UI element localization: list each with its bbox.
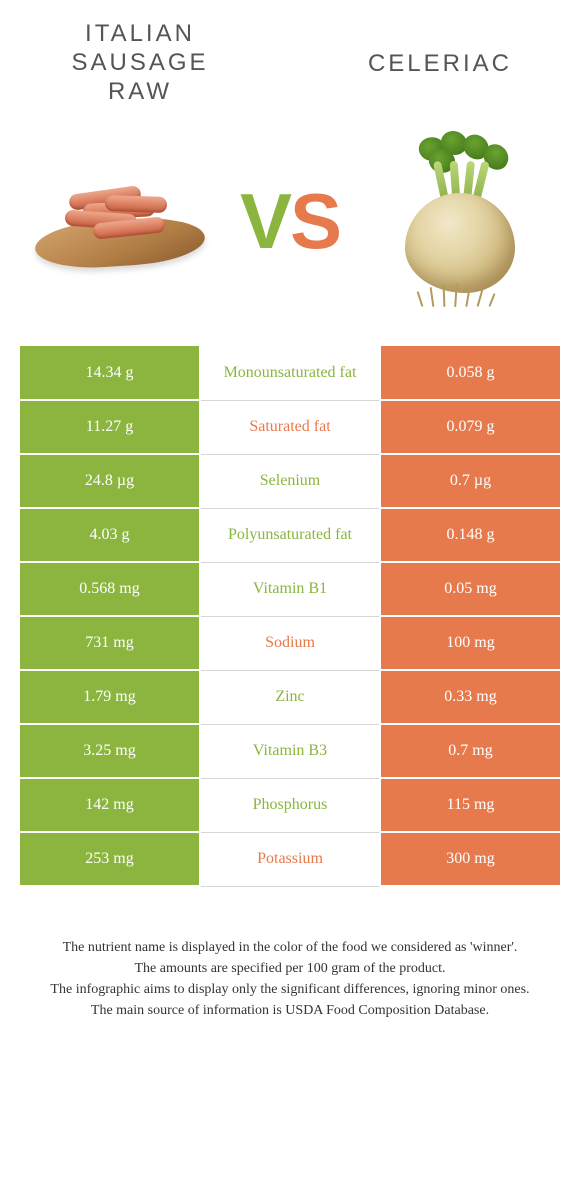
right-value: 0.7 µg xyxy=(380,454,560,508)
right-value: 0.05 mg xyxy=(380,562,560,616)
left-value: 4.03 g xyxy=(20,508,200,562)
left-value: 14.34 g xyxy=(20,346,200,400)
nutrient-label: Vitamin B3 xyxy=(200,724,380,778)
left-value: 24.8 µg xyxy=(20,454,200,508)
right-value: 0.148 g xyxy=(380,508,560,562)
left-value: 142 mg xyxy=(20,778,200,832)
celeriac-image xyxy=(370,131,550,311)
images-row: VS xyxy=(0,116,580,346)
footnote-line: The infographic aims to display only the… xyxy=(30,979,550,1000)
right-value: 100 mg xyxy=(380,616,560,670)
nutrient-label: Vitamin B1 xyxy=(200,562,380,616)
table-row: 24.8 µgSelenium0.7 µg xyxy=(20,454,560,508)
vs-v: V xyxy=(240,177,290,265)
footnote-line: The nutrient name is displayed in the co… xyxy=(30,937,550,958)
left-value: 731 mg xyxy=(20,616,200,670)
nutrient-label: Zinc xyxy=(200,670,380,724)
table-row: 4.03 gPolyunsaturated fat0.148 g xyxy=(20,508,560,562)
right-value: 0.33 mg xyxy=(380,670,560,724)
table-row: 11.27 gSaturated fat0.079 g xyxy=(20,400,560,454)
table-row: 142 mgPhosphorus115 mg xyxy=(20,778,560,832)
table-row: 1.79 mgZinc0.33 mg xyxy=(20,670,560,724)
vs-label: VS xyxy=(240,182,340,260)
left-value: 11.27 g xyxy=(20,400,200,454)
left-value: 3.25 mg xyxy=(20,724,200,778)
right-value: 0.7 mg xyxy=(380,724,560,778)
nutrient-label: Saturated fat xyxy=(200,400,380,454)
footnote-line: The main source of information is USDA F… xyxy=(30,1000,550,1021)
footnote-line: The amounts are specified per 100 gram o… xyxy=(30,958,550,979)
right-value: 0.058 g xyxy=(380,346,560,400)
left-value: 253 mg xyxy=(20,832,200,886)
table-row: 14.34 gMonounsaturated fat0.058 g xyxy=(20,346,560,400)
sausage-image xyxy=(30,131,210,311)
right-value: 300 mg xyxy=(380,832,560,886)
nutrient-label: Monounsaturated fat xyxy=(200,346,380,400)
nutrient-label: Selenium xyxy=(200,454,380,508)
left-value: 0.568 mg xyxy=(20,562,200,616)
header: ITALIAN SAUSAGE RAW CELERIAC xyxy=(0,0,580,116)
comparison-table: 14.34 gMonounsaturated fat0.058 g11.27 g… xyxy=(20,346,560,887)
food-title-right: CELERIAC xyxy=(340,20,540,79)
nutrient-label: Potassium xyxy=(200,832,380,886)
table-row: 731 mgSodium100 mg xyxy=(20,616,560,670)
table-row: 3.25 mgVitamin B30.7 mg xyxy=(20,724,560,778)
right-value: 115 mg xyxy=(380,778,560,832)
food-title-left: ITALIAN SAUSAGE RAW xyxy=(40,20,240,106)
nutrient-label: Phosphorus xyxy=(200,778,380,832)
footnote: The nutrient name is displayed in the co… xyxy=(0,887,580,1041)
table-row: 253 mgPotassium300 mg xyxy=(20,832,560,886)
right-value: 0.079 g xyxy=(380,400,560,454)
nutrient-label: Sodium xyxy=(200,616,380,670)
vs-s: S xyxy=(290,177,340,265)
nutrient-label: Polyunsaturated fat xyxy=(200,508,380,562)
table-row: 0.568 mgVitamin B10.05 mg xyxy=(20,562,560,616)
left-value: 1.79 mg xyxy=(20,670,200,724)
